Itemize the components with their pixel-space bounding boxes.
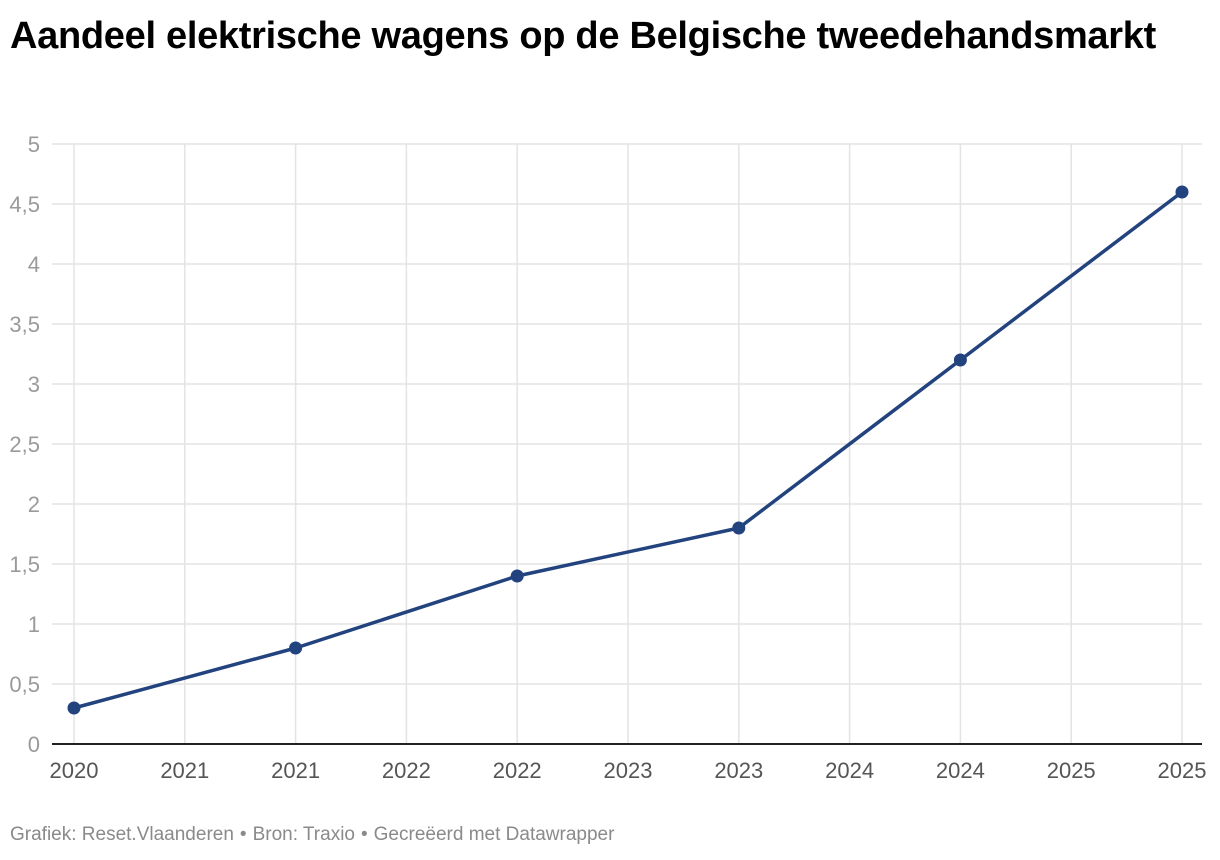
- x-tick-label: 2020: [50, 758, 99, 783]
- data-point: [1175, 185, 1189, 199]
- chart-title: Aandeel elektrische wagens op de Belgisc…: [10, 15, 1156, 57]
- y-tick-label: 0: [28, 732, 40, 757]
- x-axis-tick-labels: 2020 2021 2021 2022 2022 2023 2023 2024 2024 2025…: [50, 758, 1207, 783]
- x-tick-label: 2023: [714, 758, 763, 783]
- y-tick-label: 4: [28, 252, 40, 277]
- data-point: [953, 353, 967, 367]
- source-credit: Bron: Traxio: [252, 824, 355, 845]
- chart-footer: Grafiek: Reset.Vlaanderen • Bron: Traxio • G…: [10, 824, 614, 846]
- series-lines: [72, 190, 1184, 710]
- y-tick-label: 2: [28, 492, 40, 517]
- y-tick-label: 3,5: [9, 312, 40, 337]
- y-tick-label: 3: [28, 372, 40, 397]
- data-point: [67, 701, 81, 715]
- y-tick-label: 4,5: [9, 192, 40, 217]
- y-axis-tick-labels: 0 0,5 1 1,5 2 2,5 3 3,5 4 4,5 5: [9, 132, 40, 757]
- data-point: [289, 641, 303, 655]
- y-tick-label: 2,5: [9, 432, 40, 457]
- tool-credit: Gecreëerd met Datawrapper: [373, 824, 615, 845]
- x-tick-label: 2024: [936, 758, 985, 783]
- footer-separator: •: [361, 824, 368, 845]
- series-points: [67, 185, 1189, 715]
- x-tick-label: 2025: [1047, 758, 1096, 783]
- x-tick-label: 2021: [271, 758, 320, 783]
- y-tick-label: 5: [28, 132, 40, 157]
- x-tick-label: 2022: [382, 758, 431, 783]
- y-tick-label: 0,5: [9, 672, 40, 697]
- gridlines: [52, 143, 1202, 744]
- x-tick-label: 2022: [493, 758, 542, 783]
- x-tick-label: 2025: [1158, 758, 1207, 783]
- data-point: [510, 569, 524, 583]
- y-tick-label: 1,5: [9, 552, 40, 577]
- x-tick-label: 2021: [160, 758, 209, 783]
- x-tick-label: 2024: [825, 758, 874, 783]
- y-tick-label: 1: [28, 612, 40, 637]
- x-tick-label: 2023: [604, 758, 653, 783]
- chart-credit: Grafiek: Reset.Vlaanderen: [10, 824, 234, 845]
- data-point: [732, 521, 746, 535]
- footer-separator: •: [239, 824, 247, 845]
- series-line: [72, 190, 1184, 710]
